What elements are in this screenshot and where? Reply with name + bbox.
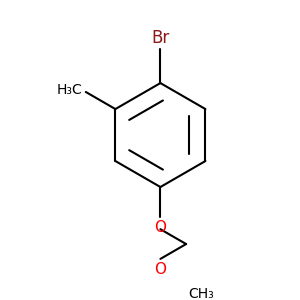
Text: Br: Br [151,28,169,46]
Text: H₃C: H₃C [57,83,83,98]
Text: O: O [154,262,166,277]
Text: O: O [154,220,166,235]
Text: CH₃: CH₃ [188,287,214,300]
